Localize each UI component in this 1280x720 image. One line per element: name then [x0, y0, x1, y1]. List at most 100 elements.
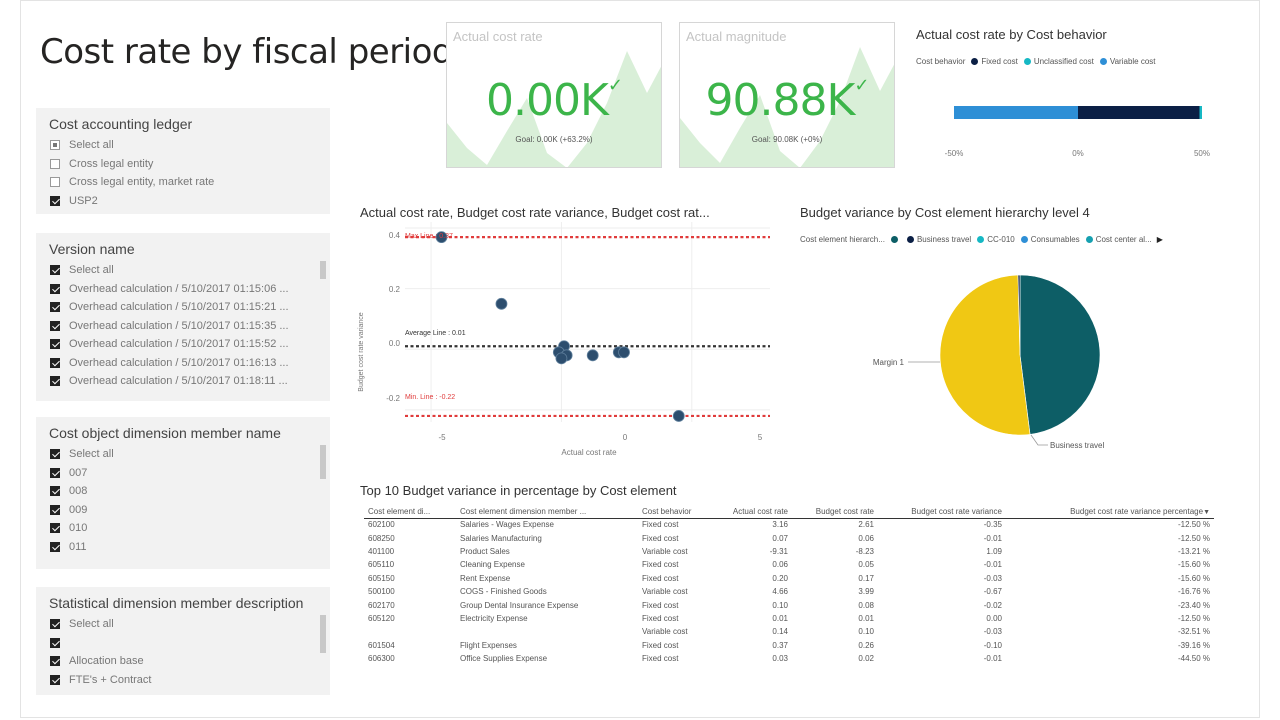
- slicer-item[interactable]: Select all: [36, 136, 330, 155]
- scatter-point[interactable]: [435, 231, 448, 244]
- legend-swatch[interactable]: [1099, 58, 1107, 65]
- slicer-scrollbar[interactable]: [320, 445, 326, 479]
- table-row[interactable]: 602100 Salaries - Wages Expense Fixed cost…: [364, 518, 1214, 531]
- bar-segment[interactable]: [1078, 106, 1200, 119]
- checkbox[interactable]: [50, 486, 60, 497]
- legend-swatch[interactable]: [971, 58, 979, 65]
- slicer-item[interactable]: Overhead calculation / 5/10/2017 01:18:1…: [36, 372, 330, 391]
- slicer-item[interactable]: Cross legal entity, market rate: [36, 173, 330, 192]
- slicer-item[interactable]: 007: [36, 464, 330, 483]
- slicer-item[interactable]: [36, 634, 330, 653]
- table-row[interactable]: 605120 Electricity Expense Fixed cost 0.01 0…: [364, 612, 1214, 625]
- scatter-point[interactable]: [672, 410, 685, 422]
- checkbox[interactable]: [50, 619, 60, 630]
- column-header[interactable]: Cost element di...: [364, 506, 456, 519]
- checkbox[interactable]: [50, 140, 60, 151]
- bar-segment[interactable]: [1199, 106, 1202, 119]
- checkbox[interactable]: [50, 523, 60, 534]
- checkbox[interactable]: [50, 674, 60, 685]
- slicer-item[interactable]: Overhead calculation / 5/10/2017 01:15:3…: [36, 317, 330, 336]
- table-row[interactable]: 500100 COGS - Finished Goods Variable cost…: [364, 585, 1214, 598]
- checkbox[interactable]: [50, 637, 60, 648]
- table-row[interactable]: 606300 Office Supplies Expense Fixed cost 0…: [364, 652, 1214, 665]
- slicer-scrollbar[interactable]: [320, 261, 326, 279]
- pie-slice[interactable]: [939, 274, 1031, 436]
- checkbox[interactable]: [50, 320, 60, 331]
- legend-swatch[interactable]: [977, 236, 985, 243]
- checkbox[interactable]: [50, 541, 60, 552]
- bar-chart-cost-behavior[interactable]: -50% 0% 50%: [920, 90, 1220, 170]
- slicer-item[interactable]: Select all: [36, 445, 330, 464]
- table-row[interactable]: 608250 Salaries Manufacturing Fixed cost 0.…: [364, 531, 1214, 544]
- slicer-item[interactable]: Select all: [36, 261, 330, 280]
- slicer-cost-object-dimension-member-name[interactable]: Cost object dimension member name Select…: [36, 417, 330, 569]
- pie-slice[interactable]: [1019, 274, 1101, 435]
- checkbox[interactable]: [50, 283, 60, 294]
- budget-variance-table[interactable]: Cost element di... Cost element dimensio…: [364, 506, 1214, 665]
- slicer-item[interactable]: 011: [36, 538, 330, 557]
- legend-swatch[interactable]: [906, 236, 914, 243]
- slicer-item[interactable]: Allocation base: [36, 652, 330, 671]
- table-row[interactable]: 401100 Product Sales Variable cost -9.31 -8.…: [364, 545, 1214, 558]
- table-row[interactable]: 602170 Group Dental Insurance Expense Fixe…: [364, 598, 1214, 611]
- checkbox[interactable]: [50, 302, 60, 313]
- sort-descending-icon[interactable]: ▼: [1203, 509, 1210, 517]
- legend-item-label[interactable]: Consumables: [1030, 235, 1080, 244]
- slicer-item[interactable]: Select all: [36, 615, 330, 634]
- slicer-item[interactable]: FTE's + Contract: [36, 671, 330, 690]
- table-row[interactable]: Variable cost 0.14 0.10 -0.03 -32.51 %: [364, 625, 1214, 638]
- legend-item-label[interactable]: Unclassified cost: [1033, 57, 1094, 66]
- checkbox[interactable]: [50, 339, 60, 350]
- checkbox[interactable]: [50, 376, 60, 387]
- checkbox[interactable]: [50, 177, 60, 188]
- slicer-item[interactable]: Overhead calculation / 5/10/2017 01:15:0…: [36, 280, 330, 299]
- slicer-version-name[interactable]: Version name Select all Overhead calculat…: [36, 233, 330, 401]
- column-header[interactable]: Actual cost rate: [716, 506, 792, 519]
- slicer-item[interactable]: 010: [36, 519, 330, 538]
- legend-item-label[interactable]: Cost center al...: [1095, 235, 1152, 244]
- slicer-item[interactable]: Cross legal entity: [36, 155, 330, 174]
- slicer-item[interactable]: USP2: [36, 192, 330, 211]
- column-header[interactable]: Cost behavior: [638, 506, 716, 519]
- checkbox[interactable]: [50, 195, 60, 206]
- scatter-point[interactable]: [618, 346, 630, 359]
- scatter-chart[interactable]: Budget cost rate variance Actual cost ra…: [355, 222, 775, 472]
- checkbox[interactable]: [50, 357, 60, 368]
- table-row[interactable]: 605110 Cleaning Expense Fixed cost 0.06 0.05…: [364, 558, 1214, 571]
- legend-item-label[interactable]: CC-010: [987, 235, 1015, 244]
- scatter-point[interactable]: [586, 349, 599, 362]
- scatter-point[interactable]: [495, 297, 508, 310]
- legend-next-icon[interactable]: ▶: [1156, 235, 1163, 244]
- legend-item-label[interactable]: Variable cost: [1109, 57, 1156, 66]
- slicer-scrollbar[interactable]: [320, 615, 326, 653]
- legend-swatch[interactable]: [890, 236, 898, 243]
- pie-chart[interactable]: Margin 1 Business travel: [860, 265, 1160, 465]
- slicer-item[interactable]: Overhead calculation / 5/10/2017 01:15:5…: [36, 335, 330, 354]
- slicer-item[interactable]: Overhead calculation / 5/10/2017 01:16:1…: [36, 354, 330, 373]
- scatter-point[interactable]: [555, 352, 568, 365]
- table-row[interactable]: 601504 Flight Expenses Fixed cost 0.37 0.26 -…: [364, 639, 1214, 652]
- pie-slice[interactable]: [1017, 274, 1021, 356]
- slicer-item[interactable]: Overhead calculation / 5/10/2017 01:15:2…: [36, 298, 330, 317]
- slicer-item[interactable]: 009: [36, 501, 330, 520]
- checkbox[interactable]: [50, 158, 60, 169]
- legend-swatch[interactable]: [1023, 58, 1031, 65]
- legend-item-label[interactable]: Business travel: [916, 235, 972, 244]
- table-row[interactable]: 605150 Rent Expense Fixed cost 0.20 0.17 -0.0…: [364, 572, 1214, 585]
- slicer-item[interactable]: 008: [36, 482, 330, 501]
- checkbox[interactable]: [50, 656, 60, 667]
- column-header[interactable]: Budget cost rate: [792, 506, 878, 519]
- column-header[interactable]: Cost element dimension member ...: [456, 506, 638, 519]
- checkbox[interactable]: [50, 504, 60, 515]
- checkbox[interactable]: [50, 265, 60, 276]
- legend-swatch[interactable]: [1020, 236, 1028, 243]
- legend-item-label[interactable]: Fixed cost: [981, 57, 1018, 66]
- checkbox[interactable]: [50, 467, 60, 478]
- bar-segment[interactable]: [954, 106, 1078, 119]
- legend-swatch[interactable]: [1085, 236, 1093, 243]
- kpi-actual-magnitude[interactable]: Actual magnitude 90.88K✓ Goal: 90.08K (+…: [679, 22, 895, 168]
- kpi-actual-cost-rate[interactable]: Actual cost rate 0.00K✓ Goal: 0.00K (+63…: [446, 22, 662, 168]
- slicer-statistical-dimension-member-description[interactable]: Statistical dimension member description…: [36, 587, 330, 695]
- checkbox[interactable]: [50, 449, 60, 460]
- column-header[interactable]: Budget cost rate variance percentage▼: [1006, 506, 1214, 519]
